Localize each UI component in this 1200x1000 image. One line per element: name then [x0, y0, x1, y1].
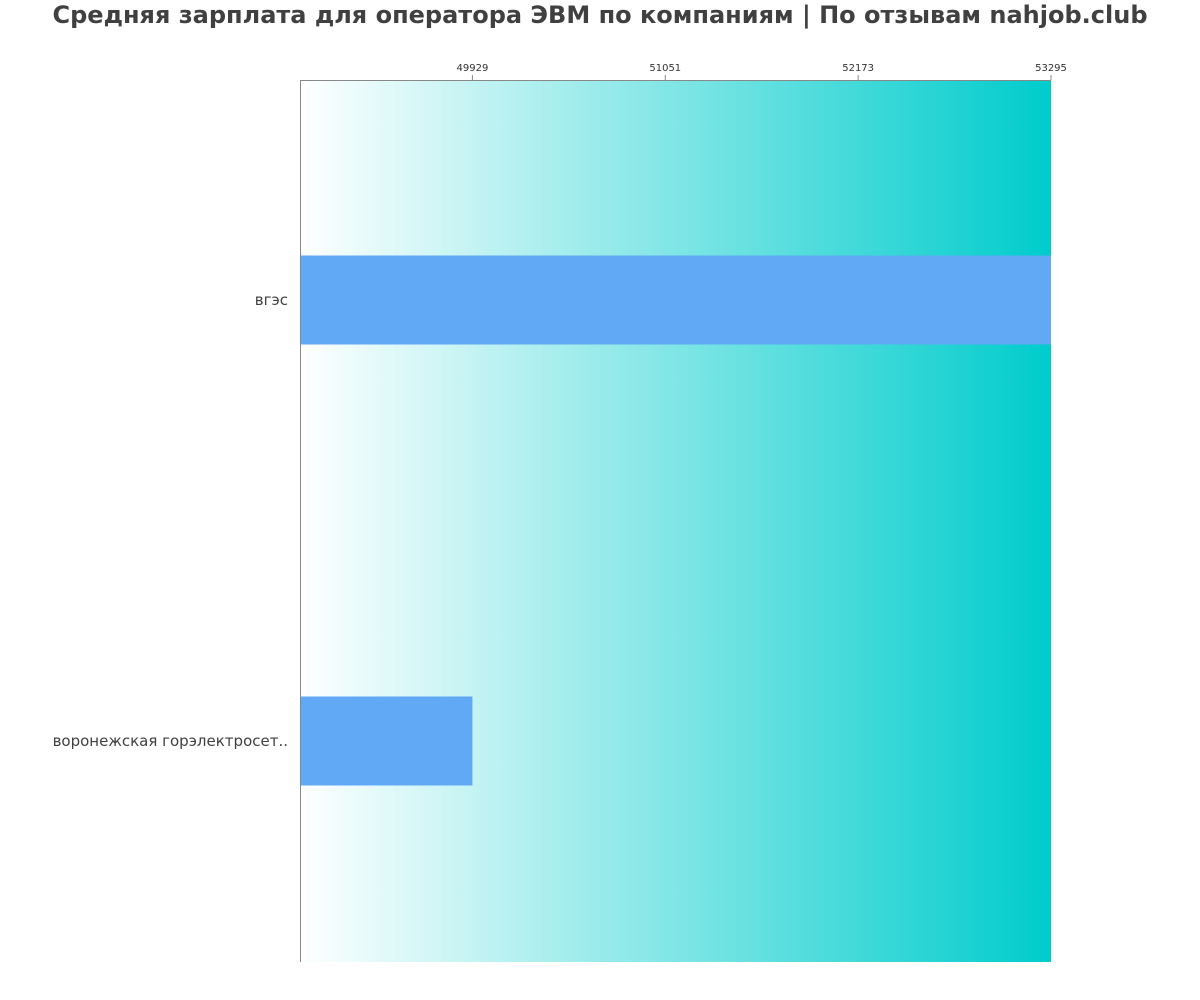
bars-layer — [300, 255, 1051, 786]
x-tick-label-3: 53295 — [1035, 63, 1067, 74]
category-label-1: воронежская горэлектросет.. — [53, 732, 288, 750]
x-tick-label-1: 51051 — [649, 63, 681, 74]
plot-background — [300, 80, 1051, 962]
x-tick-label-0: 49929 — [457, 63, 489, 74]
category-labels: вгэс воронежская горэлектросет.. — [53, 291, 288, 750]
bar-1 — [300, 696, 473, 786]
x-axis-ticks: 49929 51051 52173 53295 — [457, 63, 1067, 80]
bar-0 — [300, 255, 1051, 345]
chart-title: Средняя зарплата для оператора ЭВМ по ко… — [52, 1, 1148, 29]
x-tick-label-2: 52173 — [842, 63, 874, 74]
category-label-0: вгэс — [255, 291, 288, 309]
